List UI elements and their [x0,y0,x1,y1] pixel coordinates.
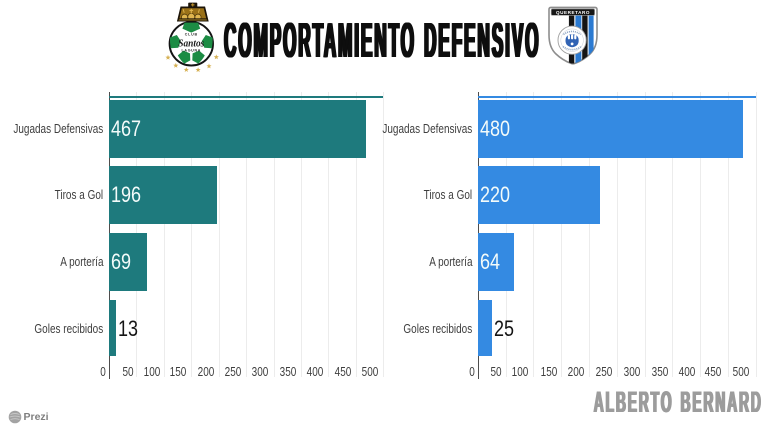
svg-text:QUERETARO: QUERETARO [556,10,590,15]
svg-text:Santos: Santos [178,38,204,49]
svg-text:LAGUNA: LAGUNA [182,49,202,53]
svg-text:CLUB: CLUB [185,33,198,37]
